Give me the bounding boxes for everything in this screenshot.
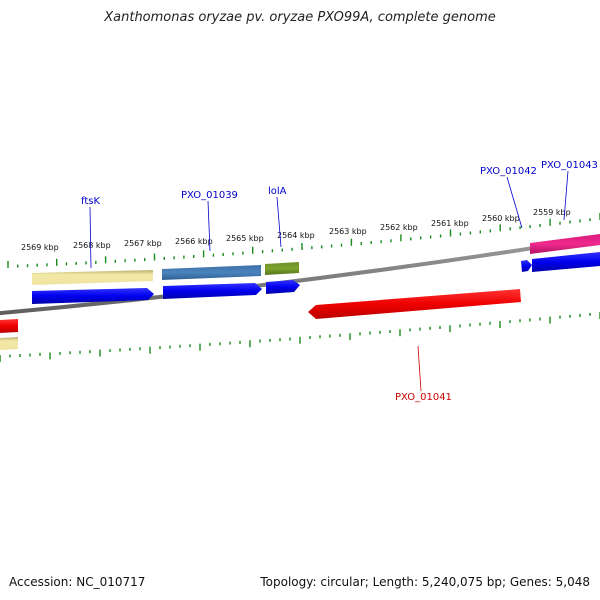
label-leaders [89, 170, 569, 392]
PXO_01041-arrow[interactable] [308, 289, 521, 319]
gene-label-PXO_01041[interactable]: PXO_01041 [395, 392, 452, 403]
genome-summary: Topology: circular; Length: 5,240,075 bp… [260, 575, 590, 589]
tick-label-2565: 2565 kbp [226, 234, 264, 243]
tick-label-2564: 2564 kbp [277, 231, 315, 240]
lolA-arrow[interactable] [266, 280, 300, 294]
gene-label-PXO_01043[interactable]: PXO_01043 [541, 160, 598, 171]
tick-label-2568: 2568 kbp [73, 241, 111, 250]
gene-label-ftsK[interactable]: ftsK [81, 196, 100, 207]
ftsK-cog-bar[interactable] [32, 270, 153, 285]
PXO_01043-arrow[interactable] [532, 252, 600, 272]
accession-label: Accession: NC_010717 [9, 575, 146, 589]
tick-label-2561: 2561 kbp [431, 219, 469, 228]
gene-label-PXO_01042[interactable]: PXO_01042 [480, 166, 537, 177]
forward-cog-features [32, 234, 600, 285]
scale-labels: 2569 kbp 2568 kbp 2567 kbp 2566 kbp 2565… [21, 208, 571, 252]
tick-label-2569: 2569 kbp [21, 243, 59, 252]
gene-label-PXO_01039[interactable]: PXO_01039 [181, 190, 238, 201]
reverse-gene-arrows [0, 289, 521, 333]
tick-label-2559: 2559 kbp [533, 208, 571, 217]
PXO_01042-leader [506, 176, 523, 229]
outer-tick-ring [7, 213, 600, 268]
genome-backbone [0, 235, 600, 316]
tick-label-2567: 2567 kbp [124, 239, 162, 248]
gene-labels: ftsK PXO_01039 lolA PXO_01041 PXO_01042 … [81, 160, 598, 403]
forward-gene-arrows [32, 252, 600, 304]
PXO_01039-cog-bar[interactable] [162, 265, 261, 280]
PXO_01039-arrow[interactable] [163, 283, 262, 299]
tick-label-2566: 2566 kbp [175, 237, 213, 246]
ftsK-arrow[interactable] [32, 288, 154, 304]
tick-label-2560: 2560 kbp [482, 214, 520, 223]
map-title: Xanthomonas oryzae pv. oryzae PXO99A, co… [104, 10, 496, 25]
PXO_01043-cog-bar[interactable] [530, 234, 600, 254]
left-edge-red-arrow[interactable] [0, 319, 18, 333]
PXO_01041-leader [417, 345, 422, 392]
left-edge-khaki-bar[interactable] [0, 337, 18, 350]
PXO_01043-leader [563, 170, 569, 221]
PXO_01039-leader [207, 200, 211, 252]
tick-label-2562: 2562 kbp [380, 223, 418, 232]
lolA-cog-bar[interactable] [265, 262, 299, 275]
gene-label-lolA[interactable]: lolA [268, 186, 287, 197]
inner-tick-ring [0, 312, 600, 362]
lolA-leader [276, 196, 282, 248]
PXO_01042-arrow[interactable] [521, 260, 532, 272]
ftsK-leader [89, 206, 92, 269]
tick-label-2563: 2563 kbp [329, 227, 367, 236]
